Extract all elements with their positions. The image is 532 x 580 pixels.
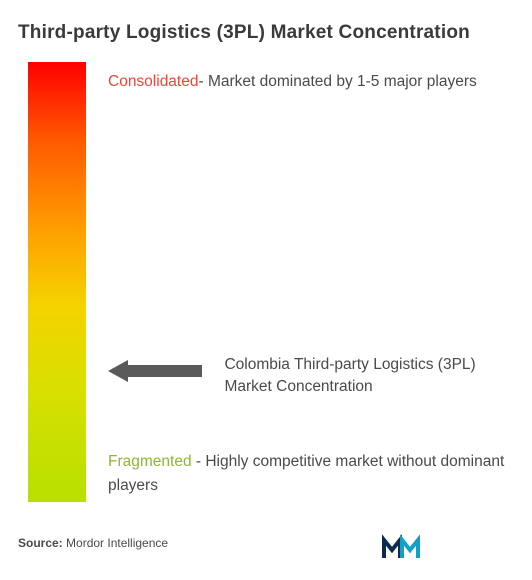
pointer-label: Colombia Third-party Logistics (3PL) Mar…	[224, 354, 494, 399]
arrow-left-icon	[108, 360, 202, 382]
footer: Source: Mordor Intelligence	[18, 534, 514, 558]
market-pointer: Colombia Third-party Logistics (3PL) Mar…	[108, 354, 512, 399]
source-prefix: Source:	[18, 536, 63, 550]
consolidated-description: - Market dominated by 1-5 major players	[198, 73, 476, 90]
mordor-logo-icon	[382, 534, 422, 560]
concentration-diagram: Consolidated- Market dominated by 1-5 ma…	[0, 62, 532, 522]
fragmented-keyword: Fragmented	[108, 453, 192, 470]
fragmented-label: Fragmented - Highly competitive market w…	[108, 450, 512, 498]
concentration-gradient-bar	[28, 62, 86, 502]
consolidated-keyword: Consolidated	[108, 73, 198, 90]
page-title: Third-party Logistics (3PL) Market Conce…	[0, 0, 532, 44]
source-attribution: Source: Mordor Intelligence	[18, 536, 168, 550]
consolidated-label: Consolidated- Market dominated by 1-5 ma…	[108, 70, 512, 94]
source-name: Mordor Intelligence	[63, 536, 168, 550]
